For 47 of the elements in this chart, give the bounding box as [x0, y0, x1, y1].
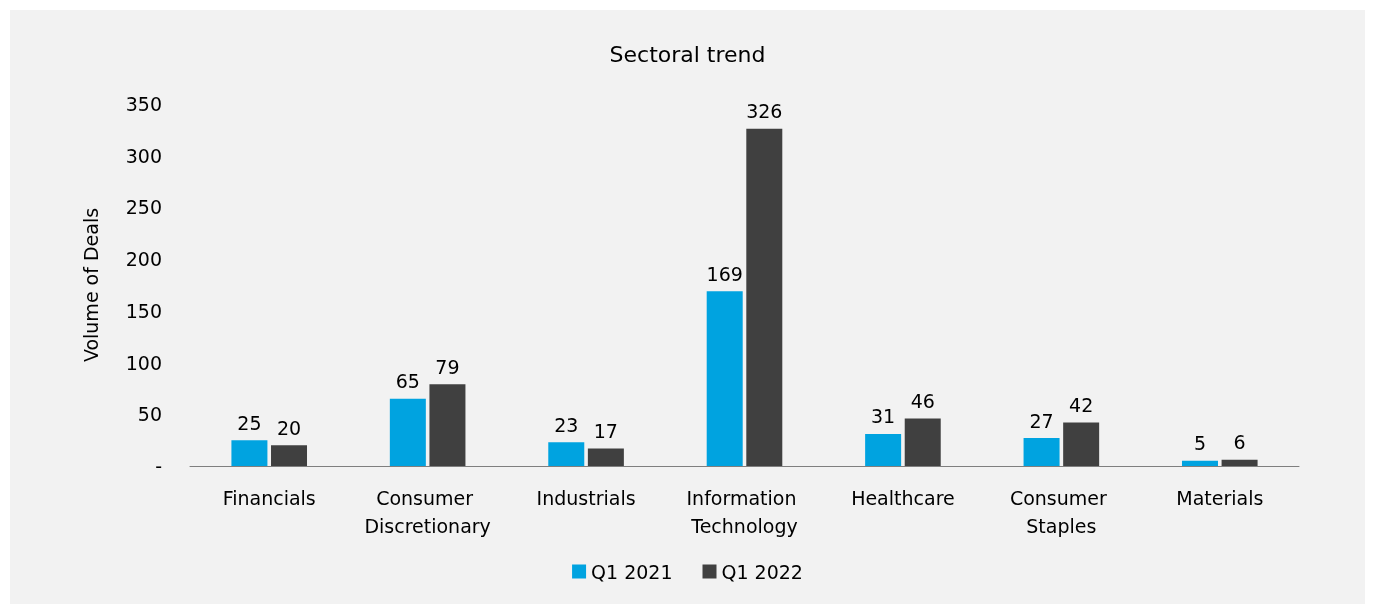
x-tick-label: Information Technology — [686, 487, 803, 537]
data-label: 25 — [237, 411, 262, 434]
legend-label: Q1 2021 — [591, 560, 673, 583]
x-tick-label: Consumer Staples — [1009, 487, 1113, 537]
y-tick-label: 50 — [137, 403, 162, 426]
data-label: 46 — [910, 389, 935, 412]
bar — [1221, 459, 1258, 466]
data-label: 6 — [1233, 431, 1246, 454]
data-label: 31 — [871, 405, 896, 428]
y-tick-label: 300 — [125, 144, 162, 167]
bar — [706, 291, 743, 466]
data-label: 42 — [1069, 394, 1094, 417]
data-label: 326 — [746, 100, 783, 123]
x-tick-label: Industrials — [536, 487, 636, 509]
bar — [271, 445, 308, 466]
y-tick-label: 200 — [125, 248, 162, 271]
bar — [548, 442, 585, 466]
x-tick-label: Materials — [1176, 487, 1264, 509]
legend-label: Q1 2022 — [721, 560, 803, 583]
y-tick-label: 350 — [125, 93, 162, 115]
bar — [429, 384, 466, 466]
y-tick-label: 100 — [125, 351, 162, 374]
x-tick-label: Consumer Discretionary — [364, 487, 491, 537]
y-axis-title: Volume of Deals — [79, 207, 102, 363]
data-label: 23 — [554, 413, 579, 436]
data-label: 65 — [395, 370, 420, 393]
y-tick-label: 150 — [125, 299, 162, 322]
y-tick-label: - — [155, 455, 162, 477]
bar — [231, 440, 268, 466]
bar — [746, 128, 783, 466]
data-label: 5 — [1193, 432, 1207, 455]
bar — [587, 448, 624, 466]
bar — [1023, 438, 1060, 466]
y-tick-label: 250 — [125, 196, 162, 219]
chart-title: Sectoral trend — [609, 41, 766, 67]
data-label: 169 — [706, 262, 743, 285]
x-tick-label: Financials — [222, 487, 316, 509]
data-label: 20 — [276, 416, 302, 439]
bar — [389, 398, 426, 466]
x-tick-label: Healthcare — [851, 487, 955, 509]
bar — [904, 418, 941, 466]
data-label: 27 — [1029, 409, 1054, 432]
bar — [1063, 422, 1100, 466]
bar — [1181, 460, 1218, 466]
data-label: 79 — [435, 355, 460, 378]
data-label: 17 — [593, 419, 618, 442]
bar — [865, 433, 902, 466]
